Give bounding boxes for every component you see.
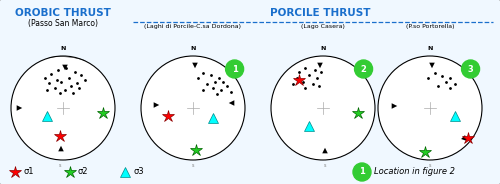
Text: 1: 1 (232, 65, 237, 73)
Text: 1: 1 (359, 167, 365, 176)
Text: N: N (60, 46, 66, 51)
Text: N: N (320, 46, 326, 51)
Text: OROBIC THRUST: OROBIC THRUST (15, 8, 111, 18)
Text: s: s (192, 163, 194, 168)
Circle shape (462, 60, 479, 78)
Circle shape (353, 163, 371, 181)
Circle shape (354, 60, 372, 78)
Circle shape (226, 60, 244, 78)
Text: Location in figure 2: Location in figure 2 (374, 167, 455, 176)
Circle shape (271, 56, 375, 160)
Text: σ3: σ3 (133, 167, 143, 176)
Text: s: s (59, 163, 61, 168)
Text: (Lago Casera): (Lago Casera) (301, 24, 345, 29)
Text: s: s (324, 163, 326, 168)
Text: 2: 2 (360, 65, 366, 73)
Circle shape (11, 56, 115, 160)
Text: 3: 3 (468, 65, 473, 73)
Text: (Passo San Marco): (Passo San Marco) (28, 19, 98, 28)
Text: σ1: σ1 (23, 167, 34, 176)
Text: PORCILE THRUST: PORCILE THRUST (270, 8, 370, 18)
Text: σ2: σ2 (78, 167, 88, 176)
Circle shape (378, 56, 482, 160)
Circle shape (141, 56, 245, 160)
Text: s: s (429, 163, 431, 168)
Text: N: N (428, 46, 432, 51)
Text: (P.so Portorella): (P.so Portorella) (406, 24, 454, 29)
Text: N: N (190, 46, 196, 51)
Text: (Laghi di Porcile-C.sa Dordona): (Laghi di Porcile-C.sa Dordona) (144, 24, 242, 29)
